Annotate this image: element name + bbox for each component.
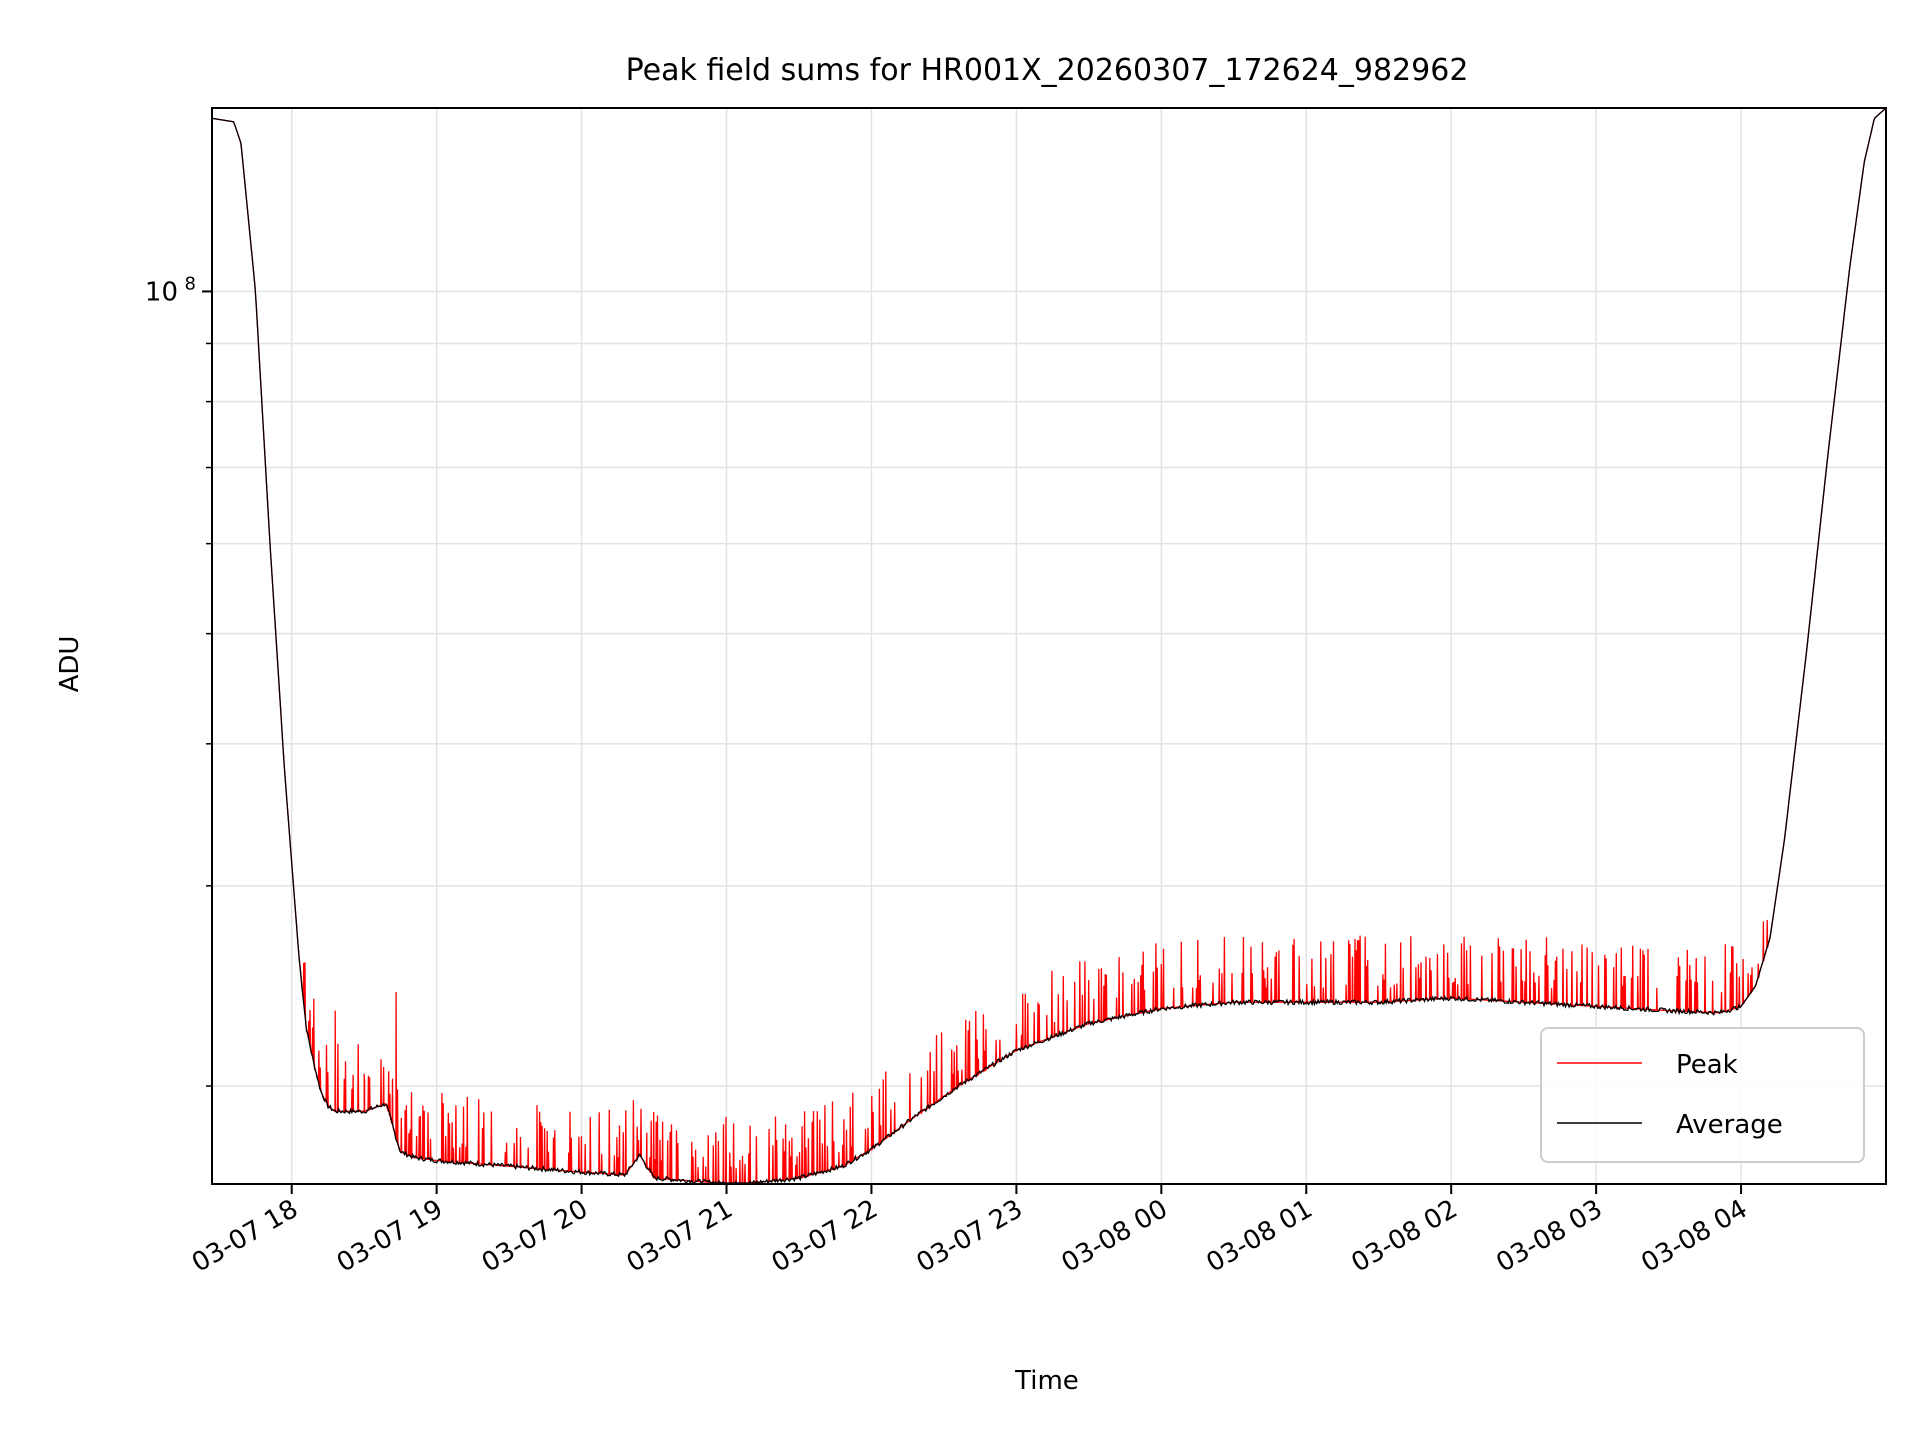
y-tick-base: 10	[145, 277, 178, 307]
peak-series-line	[211, 108, 1887, 1184]
y-axis-label: ADU	[55, 636, 85, 693]
chart-title: Peak field sums for HR001X_20260307_1726…	[626, 53, 1469, 88]
x-axis-label: Time	[1014, 1366, 1079, 1396]
y-major-tick-label: 10	[145, 277, 178, 307]
legend-box	[1540, 1027, 1865, 1163]
legend: Peak Average	[1540, 1027, 1865, 1163]
peak-series-layer	[211, 108, 1887, 1184]
y-tick-exponent: 8	[185, 273, 196, 294]
legend-average-label: Average	[1676, 1110, 1783, 1140]
legend-peak-label: Peak	[1676, 1050, 1738, 1080]
average-series-layer	[211, 108, 1887, 1185]
average-series-line	[211, 108, 1887, 1185]
plot-frame	[211, 107, 1887, 1185]
grid	[212, 108, 1886, 1184]
